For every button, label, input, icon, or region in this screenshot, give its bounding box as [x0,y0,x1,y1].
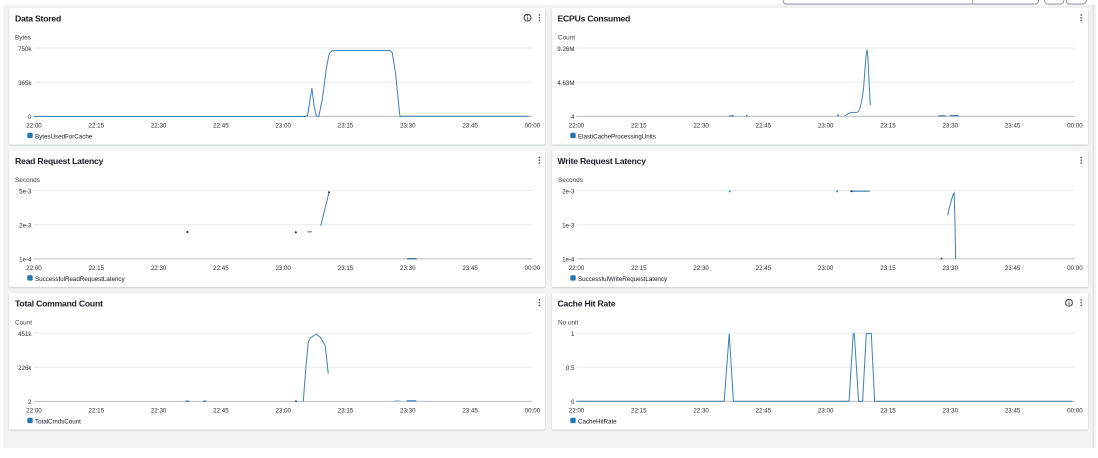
svg-text:23:00: 23:00 [275,407,291,414]
svg-text:23:30: 23:30 [400,265,416,272]
svg-text:22:30: 22:30 [151,265,167,272]
svg-text:2e-3: 2e-3 [562,188,575,195]
svg-text:23:45: 23:45 [462,122,478,129]
svg-text:1: 1 [571,331,575,338]
svg-text:22:15: 22:15 [631,122,647,129]
svg-text:23:15: 23:15 [338,407,354,414]
svg-text:Total Command Count: Total Command Count [15,299,103,309]
svg-text:Cache Hit Rate: Cache Hit Rate [558,299,616,309]
svg-text:2: 2 [28,399,32,406]
svg-text:22:15: 22:15 [89,407,105,414]
svg-text:22:30: 22:30 [151,122,167,129]
svg-text:4.63M: 4.63M [557,80,574,87]
svg-text:22:00: 22:00 [569,122,585,129]
svg-text:Count: Count [15,320,32,327]
svg-text:23:30: 23:30 [943,407,959,414]
svg-text:ElastiCacheProcessingUnits: ElastiCacheProcessingUnits [578,134,656,141]
svg-text:22:45: 22:45 [756,122,772,129]
svg-text:23:45: 23:45 [462,407,478,414]
svg-text:9.26M: 9.26M [557,46,574,53]
svg-text:SuccessfulWriteRequestLatency: SuccessfulWriteRequestLatency [578,276,668,283]
svg-text:23:00: 23:00 [818,407,834,414]
svg-text:365k: 365k [18,80,32,87]
svg-text:BytesUsedForCache: BytesUsedForCache [35,134,93,141]
svg-text:ECPUs Consumed: ECPUs Consumed [558,14,631,24]
svg-text:22:00: 22:00 [569,407,585,414]
svg-text:2e-3: 2e-3 [19,222,32,229]
svg-text:00:00: 00:00 [525,265,541,272]
svg-text:00:00: 00:00 [1067,265,1083,272]
svg-text:22:30: 22:30 [693,407,709,414]
svg-text:00:00: 00:00 [1067,122,1083,129]
svg-text:23:30: 23:30 [400,122,416,129]
svg-text:Count: Count [558,35,575,42]
svg-text:1e-4: 1e-4 [19,257,32,264]
svg-text:22:45: 22:45 [213,407,229,414]
svg-text:750k: 750k [18,46,32,53]
svg-text:23:45: 23:45 [1005,265,1021,272]
svg-text:00:00: 00:00 [525,407,541,414]
svg-text:No unit: No unit [558,320,578,327]
svg-text:0: 0 [571,399,575,406]
svg-text:23:45: 23:45 [462,265,478,272]
svg-text:22:00: 22:00 [569,265,585,272]
svg-text:22:15: 22:15 [631,265,647,272]
svg-text:226k: 226k [18,365,32,372]
svg-text:4: 4 [571,114,575,121]
svg-text:22:00: 22:00 [26,407,42,414]
svg-text:Seconds: Seconds [15,177,40,184]
svg-text:23:00: 23:00 [275,265,291,272]
svg-text:22:45: 22:45 [213,122,229,129]
svg-text:22:15: 22:15 [631,407,647,414]
svg-text:23:00: 23:00 [818,122,834,129]
svg-text:Write Request Latency: Write Request Latency [558,156,647,166]
svg-text:23:00: 23:00 [275,122,291,129]
svg-text:23:15: 23:15 [338,122,354,129]
svg-text:0: 0 [28,114,32,121]
svg-text:22:45: 22:45 [756,407,772,414]
svg-text:22:15: 22:15 [89,122,105,129]
svg-text:23:15: 23:15 [880,407,896,414]
svg-text:22:15: 22:15 [89,265,105,272]
svg-text:23:15: 23:15 [338,265,354,272]
svg-text:22:30: 22:30 [693,265,709,272]
svg-text:23:00: 23:00 [818,265,834,272]
svg-text:23:15: 23:15 [880,265,896,272]
svg-text:00:00: 00:00 [525,122,541,129]
svg-text:23:30: 23:30 [400,407,416,414]
svg-text:23:45: 23:45 [1005,122,1021,129]
svg-text:Bytes: Bytes [15,35,31,42]
svg-text:22:30: 22:30 [693,122,709,129]
svg-text:Seconds: Seconds [558,177,583,184]
svg-text:23:15: 23:15 [880,122,896,129]
svg-text:SuccessfulReadRequestLatency: SuccessfulReadRequestLatency [35,276,126,283]
svg-text:CacheHitRate: CacheHitRate [578,419,617,426]
svg-text:0.5: 0.5 [566,365,575,372]
svg-text:00:00: 00:00 [1067,407,1083,414]
svg-text:5e-3: 5e-3 [19,188,32,195]
svg-text:Data Stored: Data Stored [15,14,61,24]
svg-text:22:00: 22:00 [26,265,42,272]
svg-text:Read Request Latency: Read Request Latency [15,156,104,166]
svg-text:1e-3: 1e-3 [562,222,575,229]
svg-text:451k: 451k [18,331,32,338]
svg-text:22:00: 22:00 [26,122,42,129]
svg-text:1e-4: 1e-4 [562,257,575,264]
svg-text:22:45: 22:45 [756,265,772,272]
svg-text:23:30: 23:30 [943,265,959,272]
svg-text:22:45: 22:45 [213,265,229,272]
svg-text:23:30: 23:30 [943,122,959,129]
svg-text:23:45: 23:45 [1005,407,1021,414]
svg-text:22:30: 22:30 [151,407,167,414]
svg-text:TotalCmdsCount: TotalCmdsCount [35,419,81,426]
